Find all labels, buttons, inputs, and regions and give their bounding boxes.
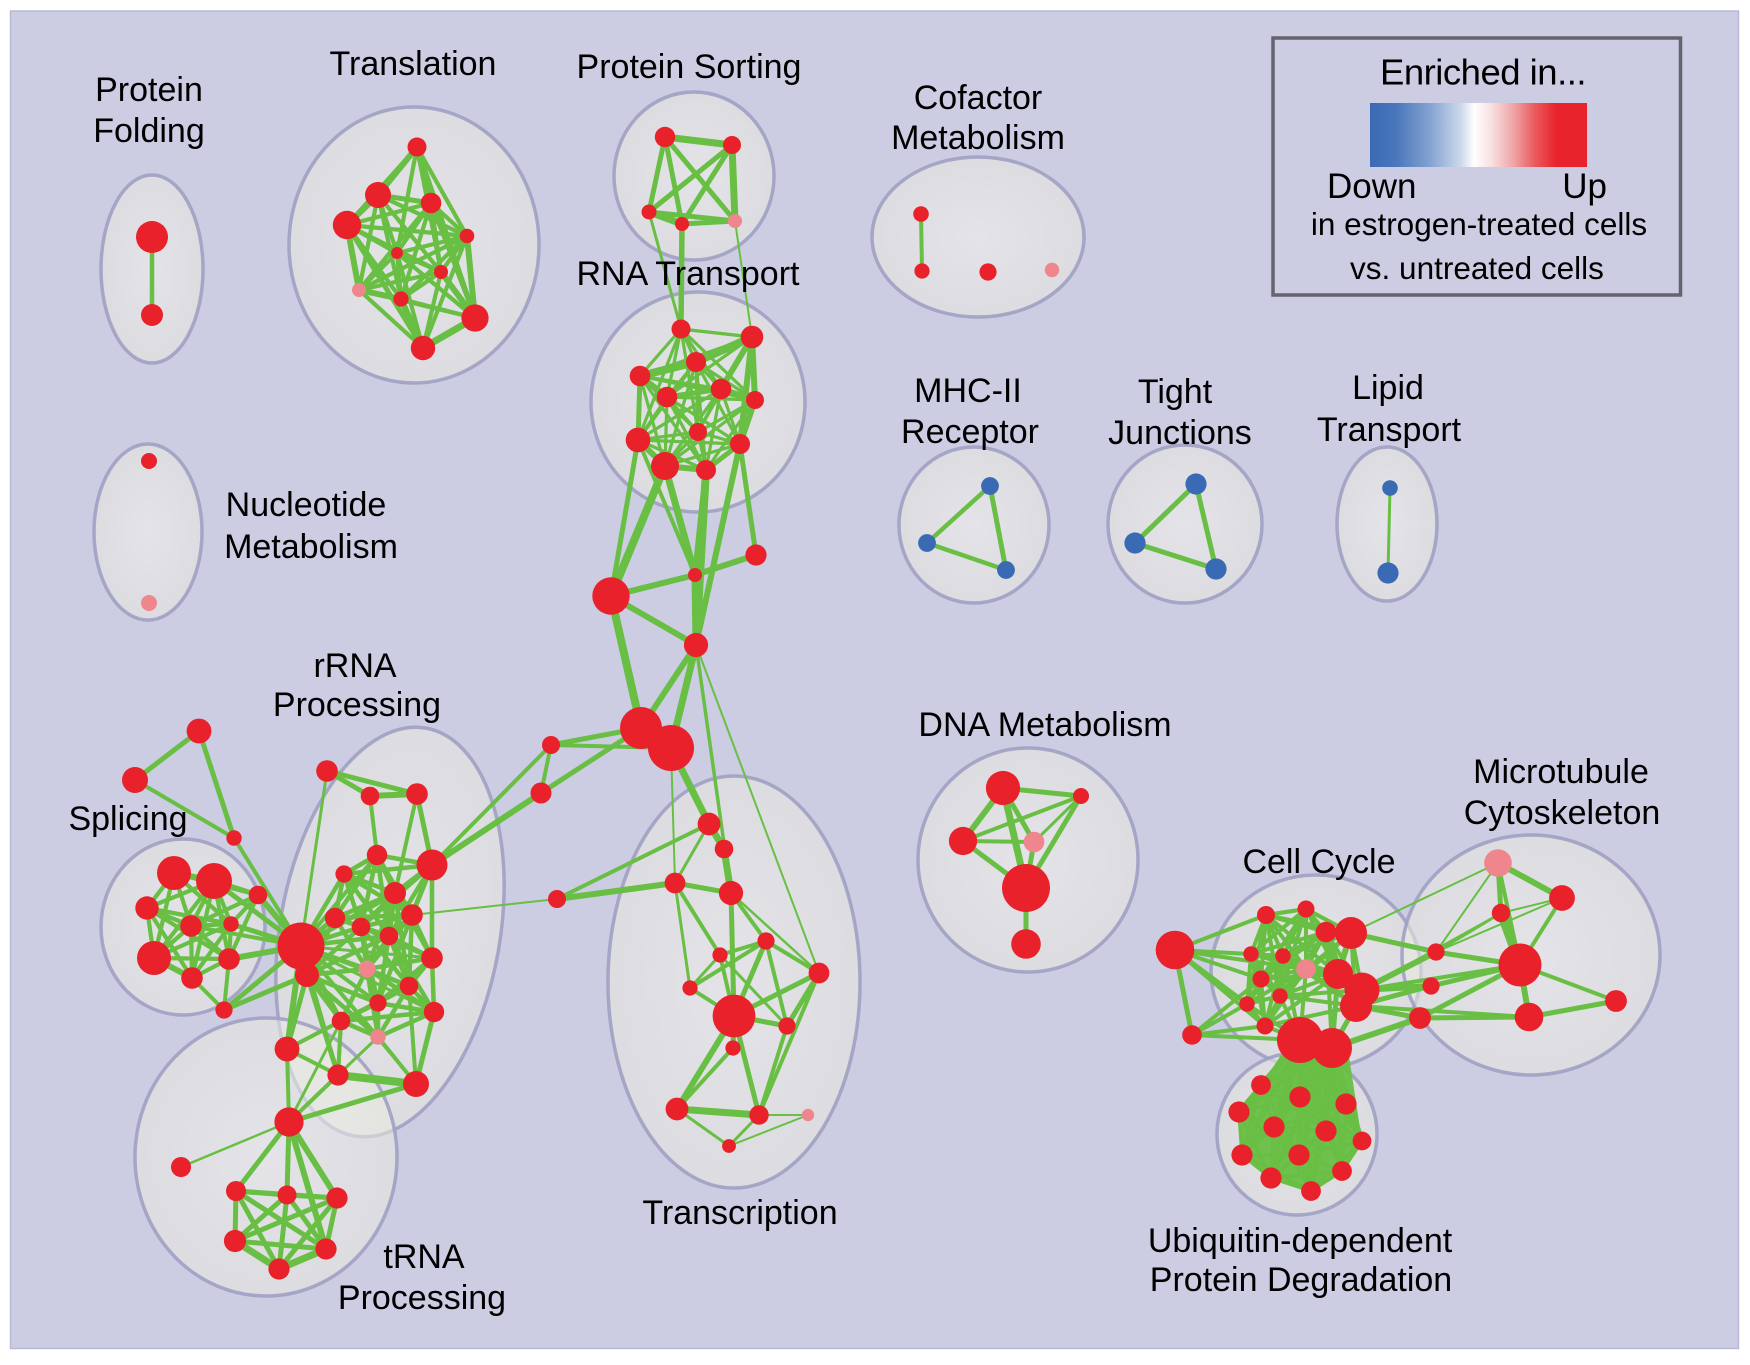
svg-text:Metabolism: Metabolism [224,528,398,566]
svg-text:vs. untreated cells: vs. untreated cells [1350,250,1604,286]
svg-text:Cytoskeleton: Cytoskeleton [1464,794,1661,832]
svg-text:rRNA: rRNA [313,647,396,685]
svg-text:Protein Sorting: Protein Sorting [577,48,802,86]
svg-text:Receptor: Receptor [901,413,1039,451]
svg-text:Protein Degradation: Protein Degradation [1150,1261,1452,1299]
svg-text:Transport: Transport [1317,411,1462,449]
svg-text:in estrogen-treated cells: in estrogen-treated cells [1311,206,1647,242]
svg-text:Processing: Processing [273,686,441,724]
svg-text:Tight: Tight [1138,373,1213,411]
svg-text:Enriched in...: Enriched in... [1380,52,1586,93]
svg-text:MHC-II: MHC-II [914,372,1022,410]
svg-text:Junctions: Junctions [1108,414,1252,452]
svg-text:Nucleotide: Nucleotide [226,486,387,524]
svg-text:Cofactor: Cofactor [914,79,1043,117]
svg-text:Microtubule: Microtubule [1473,753,1649,791]
svg-text:tRNA: tRNA [383,1238,465,1276]
svg-text:Processing: Processing [338,1279,506,1317]
svg-text:DNA Metabolism: DNA Metabolism [918,706,1171,744]
svg-text:Translation: Translation [330,45,497,83]
svg-text:Ubiquitin-dependent: Ubiquitin-dependent [1148,1222,1453,1260]
svg-text:Metabolism: Metabolism [891,119,1065,157]
svg-text:Folding: Folding [93,112,205,150]
svg-text:Protein: Protein [95,71,203,109]
svg-text:Cell Cycle: Cell Cycle [1242,843,1395,881]
svg-text:Down: Down [1327,167,1416,206]
svg-text:Splicing: Splicing [68,800,187,838]
svg-text:RNA Transport: RNA Transport [577,255,801,293]
svg-text:Lipid: Lipid [1352,369,1424,407]
svg-text:Up: Up [1562,167,1607,206]
svg-text:Transcription: Transcription [642,1194,837,1232]
